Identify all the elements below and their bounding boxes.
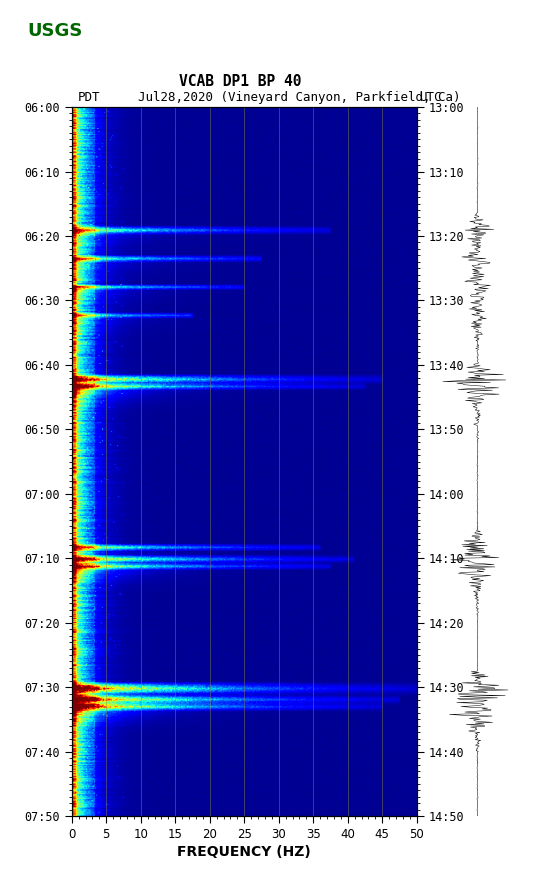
Text: VCAB DP1 BP 40: VCAB DP1 BP 40	[179, 74, 301, 89]
X-axis label: FREQUENCY (HZ): FREQUENCY (HZ)	[177, 845, 311, 859]
Text: USGS: USGS	[28, 22, 83, 40]
Text: UTC: UTC	[420, 91, 442, 104]
Text: PDT: PDT	[77, 91, 100, 104]
Text: Jul28,2020 (Vineyard Canyon, Parkfield, Ca): Jul28,2020 (Vineyard Canyon, Parkfield, …	[138, 91, 460, 104]
